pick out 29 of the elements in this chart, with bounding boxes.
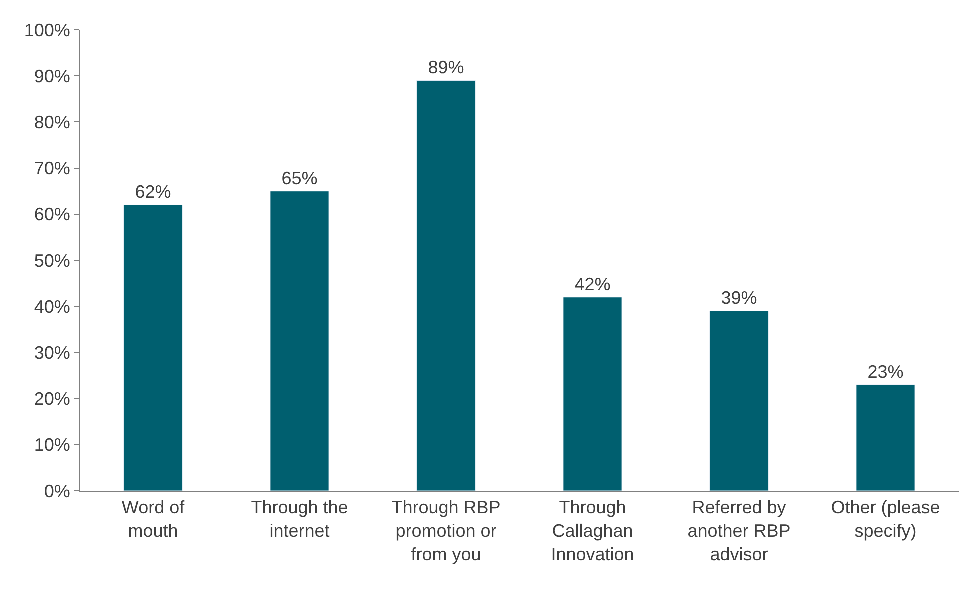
y-tick-label: 100% bbox=[24, 20, 70, 40]
data-label: 65% bbox=[282, 168, 318, 188]
data-label: 89% bbox=[428, 58, 464, 78]
data-label: 42% bbox=[574, 274, 611, 294]
y-tick-label: 30% bbox=[34, 343, 70, 363]
x-tick-label: Other (please specify) bbox=[831, 498, 940, 541]
bar bbox=[710, 310, 769, 491]
data-label: 39% bbox=[721, 288, 758, 308]
y-tick-label: 40% bbox=[34, 296, 70, 317]
data-label: 62% bbox=[135, 182, 172, 202]
x-tick-label: Word of mouth bbox=[122, 498, 186, 541]
x-tick-label: Through Callaghan Innovation bbox=[551, 498, 634, 564]
bar bbox=[563, 297, 622, 491]
y-tick-label: 60% bbox=[34, 204, 70, 225]
y-tick-label: 0% bbox=[44, 481, 70, 502]
bar bbox=[270, 191, 330, 491]
y-tick-label: 10% bbox=[34, 435, 70, 456]
x-tick-label: Referred by another RBP advisor bbox=[688, 498, 791, 564]
bar bbox=[124, 204, 183, 491]
y-tick-label: 90% bbox=[34, 66, 70, 86]
y-tick-label: 70% bbox=[34, 158, 70, 179]
x-tick-label: Through RBP promotion or from you bbox=[392, 498, 501, 564]
bar bbox=[856, 384, 916, 491]
y-tick-label: 50% bbox=[34, 250, 70, 271]
bar bbox=[416, 80, 476, 491]
y-tick-label: 20% bbox=[34, 389, 70, 410]
data-label: 23% bbox=[868, 362, 904, 382]
x-tick-label: Through the internet bbox=[251, 498, 348, 541]
y-tick-label: 80% bbox=[34, 112, 70, 132]
